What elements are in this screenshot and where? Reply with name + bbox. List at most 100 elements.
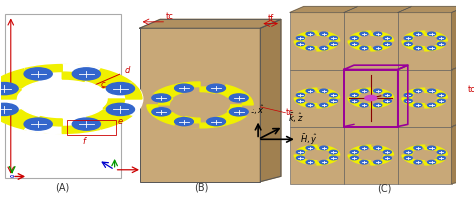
Wedge shape [414,145,425,148]
Wedge shape [360,88,382,93]
Circle shape [374,32,382,36]
Wedge shape [417,103,425,106]
Wedge shape [294,41,301,46]
Bar [290,127,344,184]
Circle shape [438,42,445,46]
Wedge shape [360,160,382,165]
Wedge shape [425,33,433,36]
Circle shape [306,32,314,36]
Polygon shape [452,121,465,184]
Wedge shape [333,93,339,98]
Circle shape [404,150,412,154]
Circle shape [306,160,314,164]
Circle shape [169,92,231,118]
Wedge shape [417,160,425,163]
Circle shape [374,89,382,93]
Wedge shape [402,150,413,160]
Circle shape [404,156,412,160]
Text: e: e [118,117,123,126]
Polygon shape [260,19,281,182]
Wedge shape [441,150,447,155]
Circle shape [383,36,392,40]
Wedge shape [407,151,413,155]
Wedge shape [200,121,225,128]
Bar [290,69,344,127]
Wedge shape [328,36,340,46]
Circle shape [0,103,18,115]
Circle shape [152,94,171,102]
Wedge shape [306,103,328,108]
Circle shape [304,35,330,47]
Text: c: c [100,80,105,89]
Circle shape [229,108,248,116]
Circle shape [320,32,328,36]
Wedge shape [437,98,442,102]
Wedge shape [407,94,413,98]
Bar [398,127,452,184]
Circle shape [438,99,445,103]
Circle shape [438,36,445,40]
Circle shape [414,103,422,107]
Wedge shape [200,87,219,93]
Circle shape [207,84,226,92]
Circle shape [174,118,193,126]
Circle shape [383,42,392,46]
Circle shape [296,93,304,97]
Wedge shape [402,155,409,160]
Circle shape [306,46,314,50]
Circle shape [304,92,330,104]
Wedge shape [437,41,442,45]
Wedge shape [436,93,447,103]
Wedge shape [414,31,425,34]
Wedge shape [103,99,125,112]
Circle shape [374,46,382,50]
Bar [344,127,398,184]
Circle shape [383,99,392,103]
Wedge shape [348,155,355,160]
Wedge shape [181,117,200,123]
Bar [290,12,344,69]
Wedge shape [33,117,62,126]
Circle shape [438,93,445,97]
Wedge shape [118,83,142,99]
Wedge shape [363,160,371,163]
Circle shape [350,99,358,103]
Circle shape [404,36,412,40]
Wedge shape [147,105,163,116]
Wedge shape [371,48,382,51]
Wedge shape [328,155,335,159]
Circle shape [329,36,337,40]
Circle shape [374,160,382,164]
Wedge shape [306,88,328,93]
Circle shape [229,94,248,102]
Wedge shape [371,162,382,165]
Wedge shape [299,37,305,41]
Wedge shape [294,155,301,160]
Polygon shape [140,19,281,28]
Wedge shape [417,46,425,49]
Bar [344,12,398,69]
Circle shape [306,103,314,107]
Circle shape [365,95,377,101]
Circle shape [360,103,368,107]
Circle shape [438,156,445,160]
Wedge shape [371,33,379,36]
Circle shape [320,89,328,93]
Bar [344,69,398,127]
Wedge shape [306,145,328,150]
Wedge shape [348,98,355,103]
Circle shape [329,150,337,154]
Circle shape [11,176,14,177]
Wedge shape [402,98,409,103]
Wedge shape [294,93,306,103]
Wedge shape [306,31,317,34]
Circle shape [383,93,392,97]
Wedge shape [306,88,317,91]
Circle shape [383,150,392,154]
Wedge shape [383,155,389,159]
Wedge shape [425,90,433,93]
Circle shape [438,150,445,154]
Wedge shape [294,36,306,46]
Bar [5,14,121,178]
Circle shape [174,84,193,92]
